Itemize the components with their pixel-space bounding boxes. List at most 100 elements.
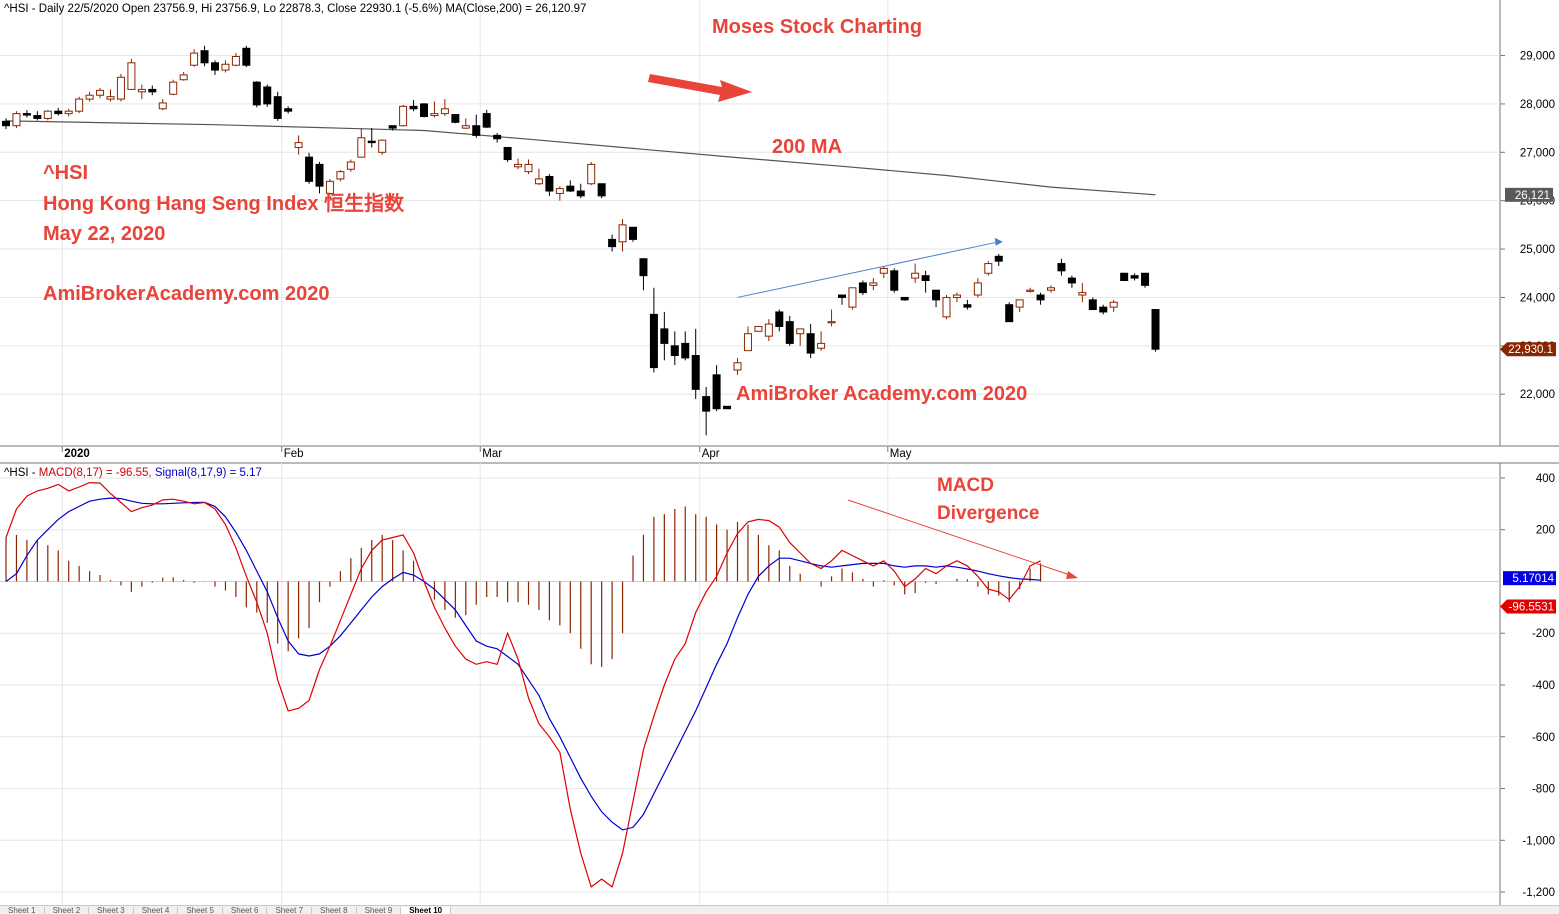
candle-body [754, 325, 763, 332]
candle-body [618, 224, 627, 243]
candle-body [430, 113, 439, 117]
annotation-site-2: AmiBroker Academy.com 2020 [736, 383, 1027, 405]
annotation-index-name: Hong Kong Hang Seng Index 恒生指数 [43, 191, 405, 215]
signal-badge: 5.17014 [1512, 573, 1554, 585]
candle-body [900, 296, 909, 301]
price-tick-label: 28,000 [1520, 99, 1555, 111]
macd-divergence-arrowhead [1066, 571, 1078, 579]
candle-body [649, 313, 658, 369]
candle-body [127, 62, 136, 90]
candle-body [388, 125, 397, 129]
candle-body [294, 142, 303, 148]
candle-body [305, 156, 314, 182]
candle-body [524, 163, 533, 173]
sheet-tab[interactable]: Sheet 9 [357, 907, 402, 914]
candle-body [231, 56, 240, 66]
sheet-tab[interactable]: Sheet 1 [0, 907, 45, 914]
macd-header-prefix: ^HSI - [4, 467, 39, 479]
candle-body [22, 113, 31, 116]
candle-body [273, 96, 282, 119]
candle-body [660, 328, 669, 344]
macd-line [5, 481, 1041, 888]
candle-body [169, 81, 178, 95]
macd-tick-label: -1,000 [1522, 835, 1555, 847]
sheet-tabs: Sheet 1 Sheet 2 Sheet 3 Sheet 4 Sheet 5 Sheet… [0, 905, 1559, 914]
candle-body [33, 115, 42, 119]
candle-body [54, 110, 63, 115]
candle-body [284, 108, 293, 112]
candle-body [890, 270, 899, 291]
candle-body [263, 86, 272, 105]
sheet-tab[interactable]: Sheet 3 [89, 907, 134, 914]
candle-body [681, 342, 690, 359]
candle-body [629, 226, 637, 240]
candle-body [1099, 306, 1108, 313]
macd-tick-label: -600 [1532, 732, 1555, 744]
annotation-moses: Moses Stock Charting [712, 16, 922, 38]
candle-body [545, 175, 554, 192]
candle-body [514, 163, 523, 168]
ma200-line [5, 120, 1156, 196]
sheet-tab[interactable]: Sheet 7 [267, 907, 313, 914]
candle-body [1047, 287, 1055, 291]
candle-body [879, 267, 888, 274]
sheet-tab[interactable]: Sheet 8 [312, 907, 357, 914]
sheet-tab[interactable]: Sheet 2 [45, 907, 90, 914]
candle-body [576, 190, 585, 197]
candle-body [702, 396, 711, 412]
candle-body [378, 139, 387, 153]
candle-body [1078, 292, 1087, 296]
candle-body [1057, 263, 1066, 272]
candle-body [984, 263, 993, 274]
month-label: Feb [284, 448, 304, 460]
macd-tick-label: -200 [1532, 628, 1555, 640]
annotation-date: May 22, 2020 [43, 223, 165, 245]
signal-line [5, 497, 1041, 831]
candle-body [1005, 304, 1014, 323]
sheet-tab[interactable]: Sheet 10 [401, 907, 452, 914]
macd-header: ^HSI - MACD(8,17) = -96.55, Signal(8,17,… [4, 467, 262, 479]
macd-tick-label: 200 [1536, 525, 1555, 537]
month-label: 2020 [64, 448, 90, 460]
candle-body [451, 114, 460, 123]
close-badge: 22,930.1 [1508, 344, 1553, 356]
candle-body [75, 98, 84, 112]
price-trend-arrowhead [994, 237, 1003, 246]
candle-body [64, 110, 73, 115]
macd-header-signal: Signal(8,17,9) = 5.17 [155, 467, 262, 479]
candle-body [440, 108, 449, 115]
candle-body [1015, 299, 1024, 308]
candle-body [242, 47, 251, 66]
candle-body [1151, 309, 1160, 350]
candle-body [1141, 272, 1150, 286]
price-tick-label: 29,000 [1520, 51, 1555, 63]
candle-body [43, 110, 52, 119]
candle-body [1026, 289, 1035, 292]
candle-body [493, 134, 502, 140]
candle-body [848, 287, 857, 308]
candle-body [96, 89, 105, 96]
candle-body [179, 74, 188, 81]
candle-body [420, 103, 428, 118]
candle-body [608, 238, 617, 248]
candle-body [994, 255, 1003, 262]
candle-body [2, 120, 10, 127]
annotation-site-1: AmiBrokerAcademy.com 2020 [43, 283, 329, 305]
candle-body [1120, 272, 1129, 282]
candle-body [785, 321, 794, 344]
candle-body [639, 258, 648, 277]
price-trend-arrow [737, 241, 999, 298]
macd-badge: -96.5531 [1509, 601, 1554, 613]
annotation-200ma: 200 MA [772, 136, 842, 158]
sheet-tab[interactable]: Sheet 4 [134, 907, 179, 914]
candle-body [775, 311, 784, 327]
candle-body [932, 289, 941, 301]
price-tick-label: 22,000 [1520, 389, 1555, 401]
sheet-tab[interactable]: Sheet 5 [178, 907, 223, 914]
candle-body [1036, 294, 1045, 301]
candle-body [1130, 275, 1139, 279]
sheet-tab[interactable]: Sheet 6 [223, 907, 268, 914]
price-tick-label: 27,000 [1520, 147, 1555, 159]
macd-tick-label: -800 [1532, 784, 1555, 796]
